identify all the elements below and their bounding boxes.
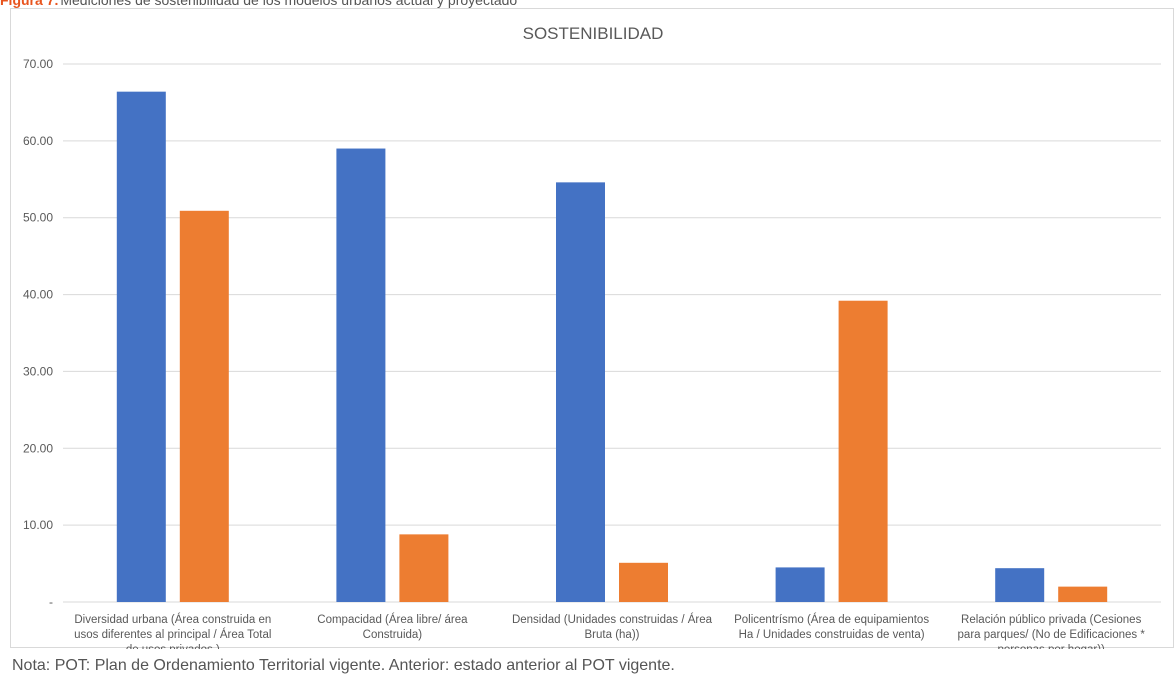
bar-series-1 [116, 91, 166, 602]
y-tick-label: 30.00 [23, 364, 53, 378]
figure-caption: Figura 7. Mediciones de sostenibilidad de… [0, 0, 517, 8]
y-tick-label: 20.00 [23, 441, 53, 455]
figure-caption-text: Mediciones de sostenibilidad de los mode… [60, 0, 518, 8]
category-label: Densidad (Unidades construidas / Área Bru… [512, 613, 713, 641]
y-tick-label: 50.00 [23, 211, 53, 225]
bar-series-2 [1058, 586, 1108, 602]
bar-series-1 [336, 148, 386, 603]
bar-series-1 [775, 567, 825, 602]
category-label: Compacidad (Área libre/ área Construida) [317, 613, 468, 641]
chart-note: Nota: POT: Plan de Ordenamiento Territor… [12, 657, 675, 674]
category-label: Relación público privada (Cesiones para p… [958, 614, 1146, 649]
bar-series-2 [179, 210, 229, 602]
chart-title: SOSTENIBILIDAD [523, 24, 664, 43]
y-tick-label: 40.00 [23, 288, 53, 302]
category-label: Policentrísmo (Área de equipamientos Ha /… [734, 613, 929, 641]
category-label: Diversidad urbana (Área construida en uso… [74, 613, 271, 649]
bar-chart: SOSTENIBILIDAD - 10.00 20.00 30.00 40.00 50.00… [23, 24, 1161, 649]
bar-series-1 [556, 182, 605, 603]
figure-label: Figura 7. [0, 0, 59, 8]
bar-series-2 [399, 534, 449, 602]
y-tick-label: - [49, 595, 53, 609]
bar-series-2 [619, 562, 668, 602]
chart-area: SOSTENIBILIDAD - 10.00 20.00 30.00 40.00 50.00… [10, 8, 1174, 649]
y-tick-label: 10.00 [23, 518, 53, 532]
y-tick-label: 70.00 [23, 57, 53, 71]
y-tick-label: 60.00 [23, 134, 53, 148]
bar-series-2 [838, 300, 888, 602]
bar-series-1 [995, 568, 1045, 602]
